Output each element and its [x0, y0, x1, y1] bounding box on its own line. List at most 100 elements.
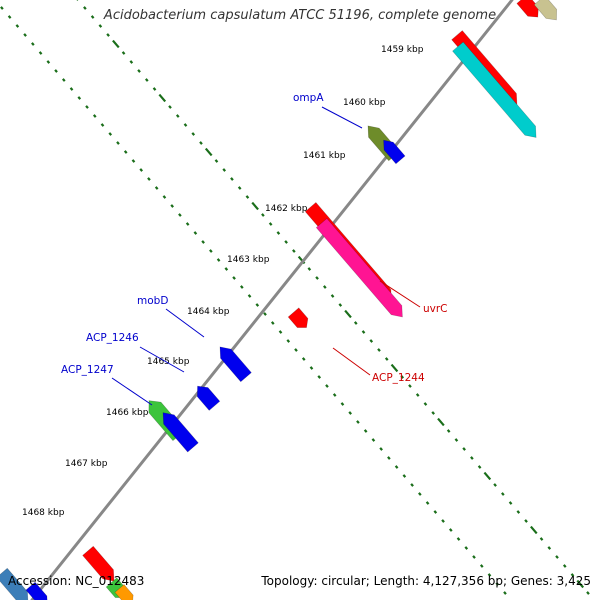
tick-dot — [363, 429, 368, 433]
tick-dot — [201, 240, 205, 244]
tick-dot — [330, 294, 335, 298]
tick-dot — [493, 483, 497, 487]
tick-dot — [121, 51, 126, 55]
tick-dot — [123, 150, 128, 154]
gene-arrow — [287, 307, 309, 328]
tick-dot — [46, 60, 51, 64]
tick-dot — [470, 456, 474, 460]
tick-dot — [448, 528, 453, 532]
tick-dot — [162, 195, 167, 199]
tick-dot — [472, 555, 476, 559]
tick-dot — [185, 222, 190, 226]
tick-dot — [369, 339, 374, 343]
tick-dot — [301, 357, 306, 361]
tick-dot — [191, 132, 196, 136]
tick-dot — [348, 411, 352, 415]
tick-dot — [222, 168, 227, 172]
tick-dot — [555, 555, 559, 559]
gene-label: ompA — [293, 92, 324, 104]
gene-label-leader — [332, 347, 371, 376]
kbp-label: 1467 kbp — [65, 459, 108, 469]
tick-dot — [394, 465, 399, 469]
gene-label: ACP_1244 — [372, 372, 425, 384]
tick-dot — [61, 78, 66, 82]
tick-dot — [54, 69, 58, 73]
tick-dot — [183, 123, 188, 127]
tick-dot — [168, 105, 172, 109]
tick-dot — [247, 294, 252, 298]
gene-label: mobD — [137, 295, 168, 307]
tick-dot — [230, 177, 234, 181]
tick-dot — [530, 525, 538, 535]
tick-dot — [338, 303, 343, 307]
tick-dot — [479, 564, 484, 568]
gene-label-leader — [139, 346, 185, 373]
tick-dot — [586, 591, 590, 595]
tick-dot — [139, 168, 144, 172]
tick-dot — [23, 33, 27, 37]
tick-dot — [371, 438, 376, 442]
gene-arrow-ACP_1244 — [315, 218, 403, 318]
tick-dot — [508, 501, 513, 505]
tick-dot — [356, 420, 360, 424]
tick-dot — [7, 15, 12, 19]
kbp-label: 1462 kbp — [265, 204, 308, 214]
tick-dot — [170, 204, 174, 208]
tick-dot — [315, 276, 319, 280]
tick-dot — [255, 303, 260, 307]
tick-dot — [276, 231, 281, 235]
tick-dot — [495, 582, 500, 586]
tick-dot — [415, 393, 420, 397]
gene-arrow — [516, 0, 539, 18]
tick-dot — [418, 492, 422, 496]
gene-label-leader — [165, 308, 205, 338]
tick-dot — [332, 393, 337, 397]
tick-dot — [0, 6, 4, 10]
gene-label: ACP_1247 — [61, 364, 114, 376]
tick-dot — [92, 114, 97, 118]
tick-dot — [437, 417, 445, 427]
tick-dot — [240, 285, 244, 289]
tick-dot — [175, 114, 180, 118]
tick-dot — [323, 285, 327, 289]
tick-dot — [390, 363, 399, 373]
gene-arrow — [533, 0, 557, 21]
tick-dot — [292, 249, 296, 253]
tick-dot — [209, 249, 213, 253]
gene-arrow — [383, 139, 406, 165]
tick-dot — [425, 501, 430, 505]
tick-dot — [129, 60, 134, 64]
tick-dot — [270, 321, 275, 325]
tick-dot — [237, 186, 242, 190]
tick-dot — [284, 240, 288, 244]
tick-dot — [576, 579, 585, 589]
kbp-label: 1463 kbp — [227, 255, 270, 265]
tick-dot — [286, 339, 291, 343]
tick-dot — [278, 330, 283, 334]
inner-tick-ring — [0, 6, 507, 595]
tick-dot — [204, 147, 213, 157]
gene-label: ACP_1246 — [86, 332, 139, 344]
tick-dot — [294, 348, 298, 352]
tick-dot — [423, 402, 428, 406]
tick-dot — [361, 330, 366, 334]
tick-dot — [224, 267, 229, 271]
tick-dot — [251, 201, 259, 211]
tick-dot — [263, 312, 267, 316]
tick-dot — [340, 402, 345, 406]
tick-dot — [108, 132, 113, 136]
tick-dot — [377, 348, 381, 352]
tick-dot — [387, 456, 391, 460]
tick-dot — [539, 537, 544, 541]
tick-dot — [431, 411, 435, 415]
gene-label: uvrC — [423, 303, 448, 315]
kbp-label: 1466 kbp — [106, 408, 149, 418]
tick-dot — [570, 573, 575, 577]
tick-dot — [261, 213, 265, 217]
tick-dot — [400, 375, 405, 379]
tick-dot — [147, 177, 151, 181]
tick-dot — [344, 309, 352, 319]
genome-summary: Topology: circular; Length: 4,127,356 bp… — [261, 574, 591, 588]
